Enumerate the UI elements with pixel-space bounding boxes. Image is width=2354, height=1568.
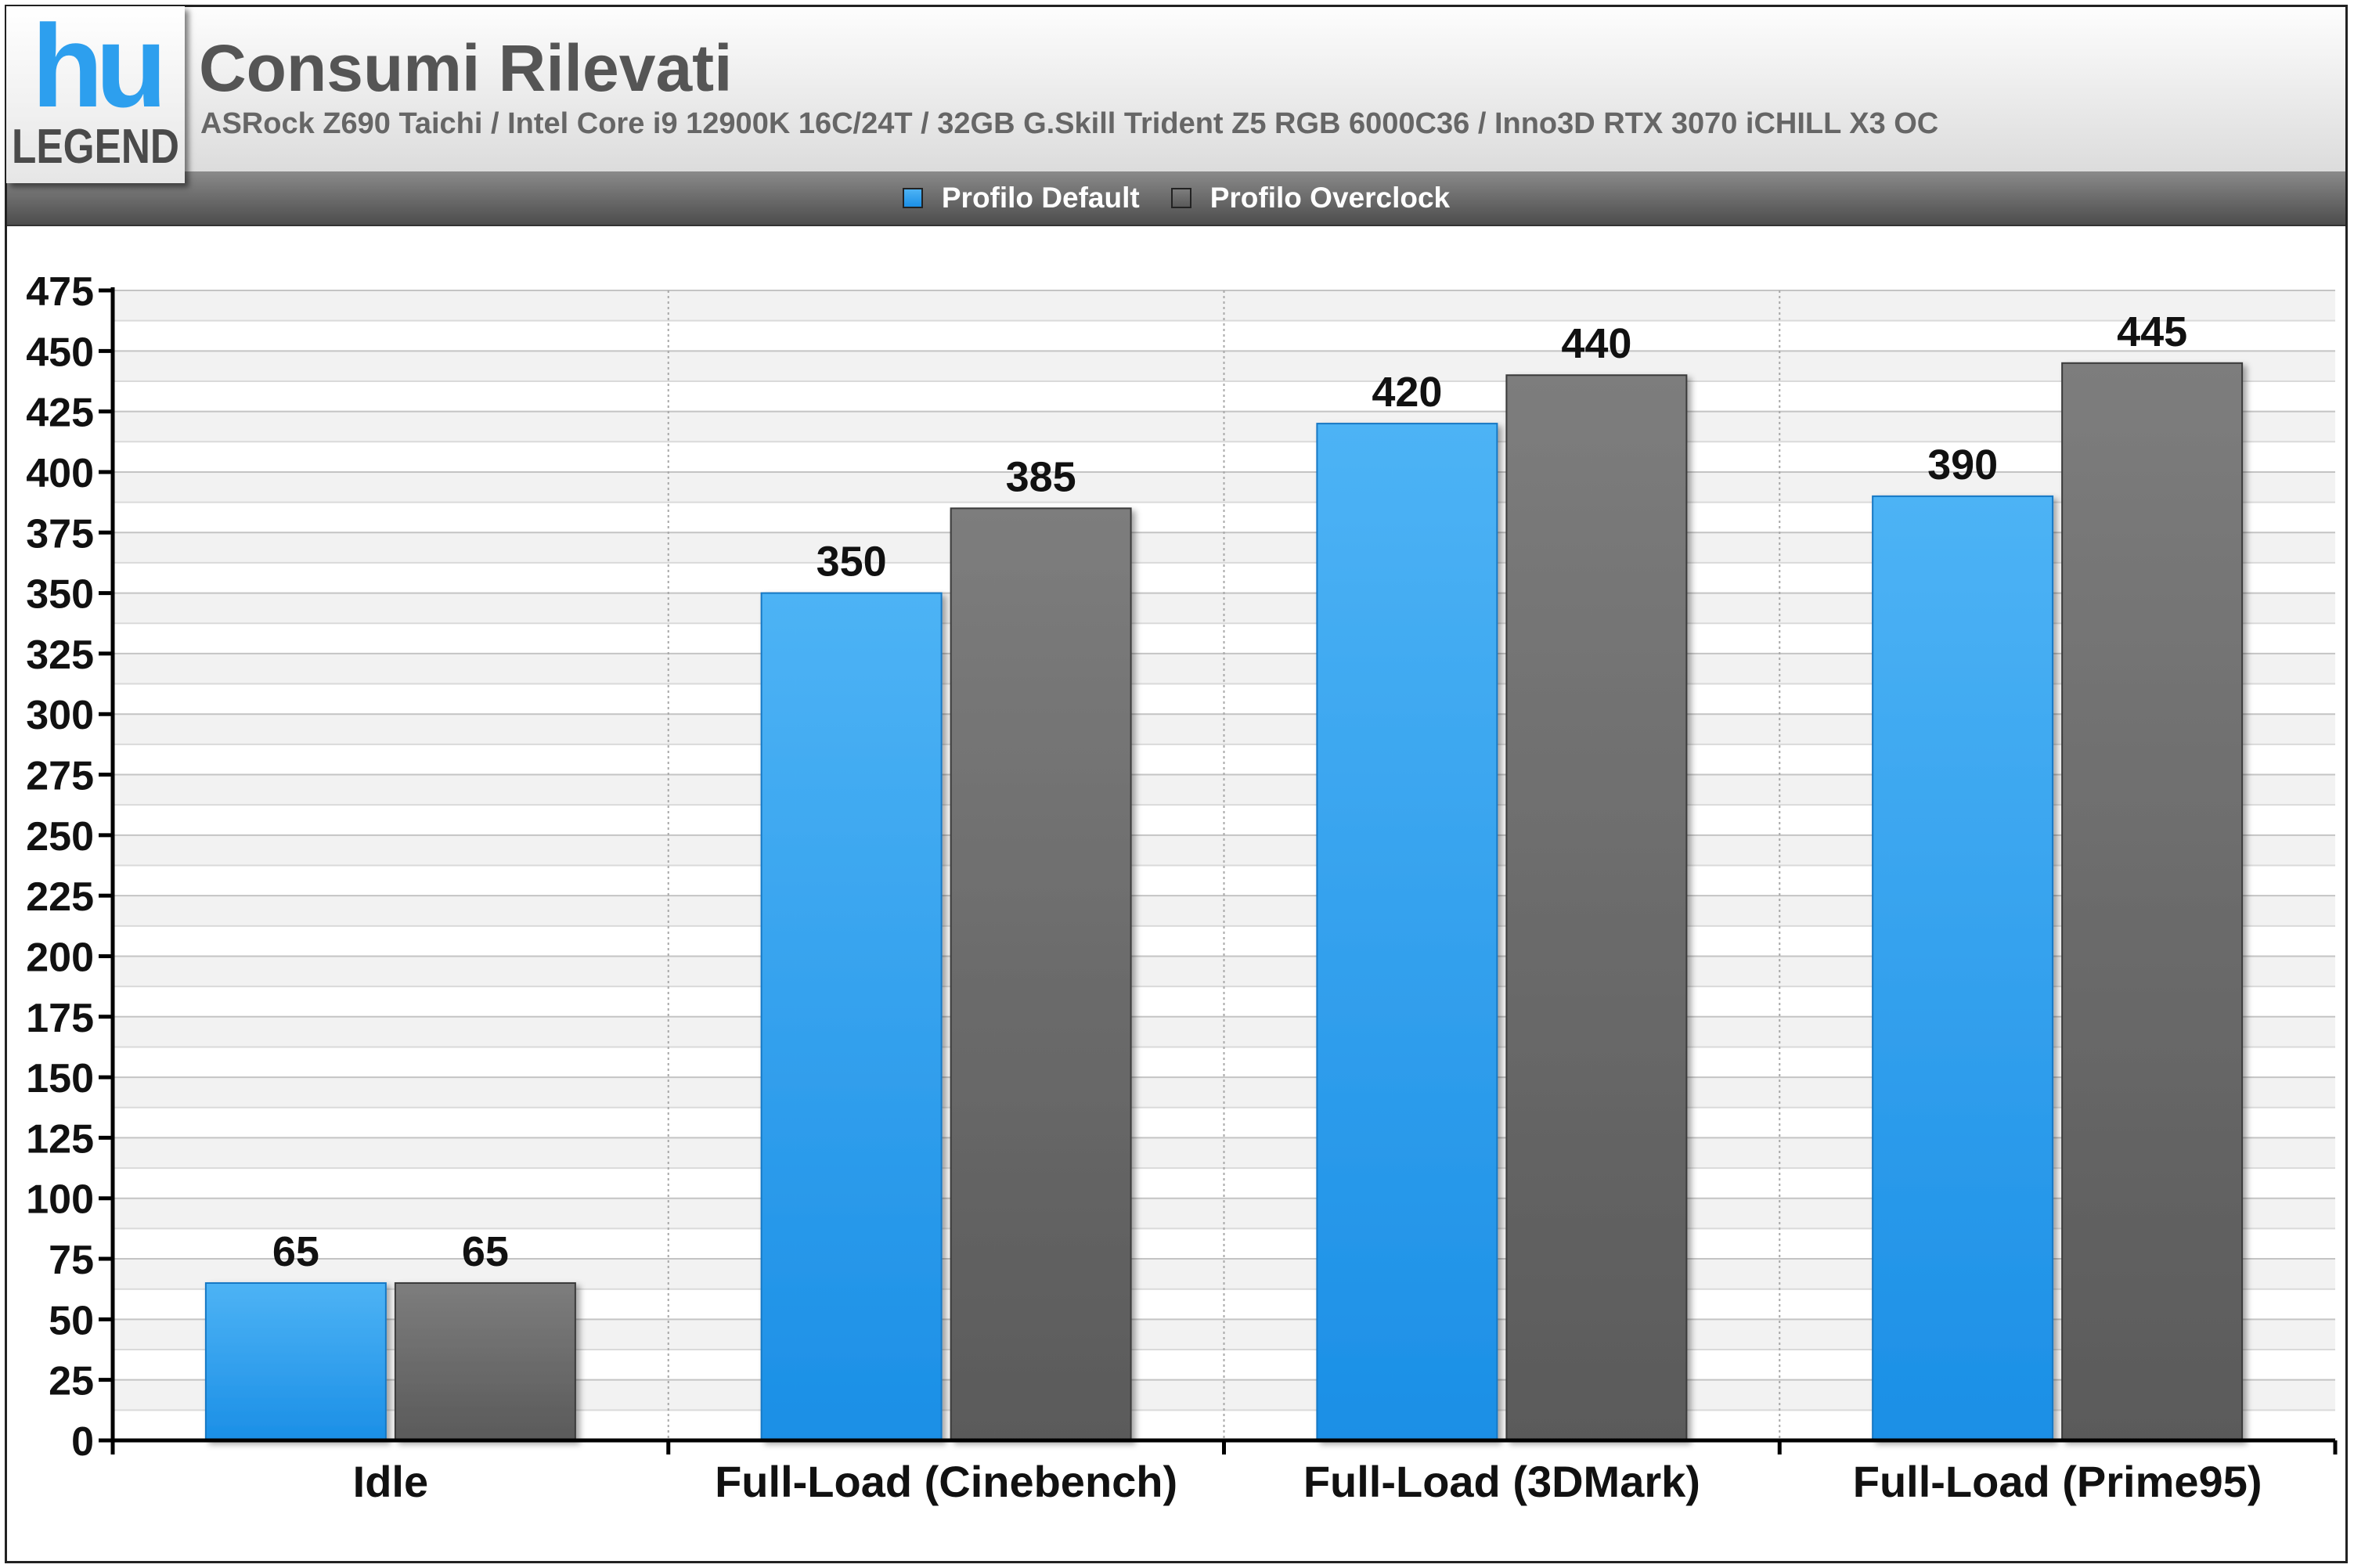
y-tick-label: 150 <box>26 1056 94 1101</box>
y-tick-label: 100 <box>26 1177 94 1223</box>
grid-band <box>113 411 2335 442</box>
legend: Profilo Default Profilo Overclock <box>7 171 2345 225</box>
y-tick-label: 50 <box>49 1298 94 1343</box>
data-label: 65 <box>462 1228 509 1275</box>
y-tick-label: 75 <box>49 1238 94 1283</box>
x-tick-label: Full-Load (Prime95) <box>1853 1457 2262 1506</box>
x-tick-label: Full-Load (Cinebench) <box>715 1457 1177 1506</box>
legend-swatch-default <box>902 188 923 208</box>
y-tick-label: 350 <box>26 572 94 618</box>
logo-wordmark: LEGEND <box>12 120 179 174</box>
y-tick-label: 475 <box>26 269 94 315</box>
y-tick-label: 125 <box>26 1116 94 1162</box>
y-tick-label: 450 <box>26 330 94 375</box>
y-tick-label: 175 <box>26 996 94 1041</box>
bar-overclock[interactable] <box>950 507 1132 1442</box>
legend-item-default[interactable]: Profilo Default <box>902 182 1140 214</box>
bar-overclock[interactable] <box>2061 362 2244 1442</box>
y-tick-label: 300 <box>26 693 94 738</box>
legend-label-default: Profilo Default <box>941 182 1140 214</box>
legend-label-overclock: Profilo Overclock <box>1209 182 1451 214</box>
logo-mark: hu <box>31 6 160 132</box>
bar-default[interactable] <box>1316 423 1498 1441</box>
bar-overclock[interactable] <box>394 1281 576 1442</box>
chart-subtitle: ASRock Z690 Taichi / Intel Core i9 12900… <box>200 107 1939 140</box>
legend-item-overclock[interactable]: Profilo Overclock <box>1170 182 1451 214</box>
y-tick-label: 275 <box>26 754 94 799</box>
y-tick-label: 325 <box>26 633 94 678</box>
y-tick-label: 200 <box>26 935 94 980</box>
bar-default[interactable] <box>204 1281 387 1442</box>
y-tick-label: 25 <box>49 1359 94 1404</box>
bar-default[interactable] <box>760 592 943 1441</box>
y-tick-label: 375 <box>26 511 94 557</box>
y-tick-label: 425 <box>26 391 94 436</box>
data-label: 350 <box>817 539 887 586</box>
bar-overclock[interactable] <box>1505 374 1688 1442</box>
data-label: 385 <box>1006 453 1076 500</box>
grid-band <box>113 290 2335 321</box>
site-logo: hu LEGEND <box>6 6 185 183</box>
chart-header: Consumi Rilevati ASRock Z690 Taichi / In… <box>7 7 2345 173</box>
x-tick-label: Idle <box>353 1457 428 1506</box>
data-label: 420 <box>1372 369 1442 416</box>
bar-default[interactable] <box>1872 495 2054 1441</box>
legend-bar: Profilo Default Profilo Overclock <box>7 171 2345 226</box>
data-label: 65 <box>272 1228 319 1275</box>
y-tick-label: 225 <box>26 874 94 920</box>
legend-swatch-overclock <box>1170 188 1191 208</box>
data-label: 440 <box>1561 320 1631 367</box>
y-tick-label: 400 <box>26 451 94 496</box>
y-tick-label: 250 <box>26 814 94 860</box>
grid-band <box>113 351 2335 381</box>
data-label: 390 <box>1927 442 1998 488</box>
x-tick-label: Full-Load (3DMark) <box>1303 1457 1700 1506</box>
data-label: 445 <box>2117 308 2187 355</box>
y-tick-label: 0 <box>71 1419 94 1465</box>
chart-title: Consumi Rilevati <box>199 31 733 105</box>
